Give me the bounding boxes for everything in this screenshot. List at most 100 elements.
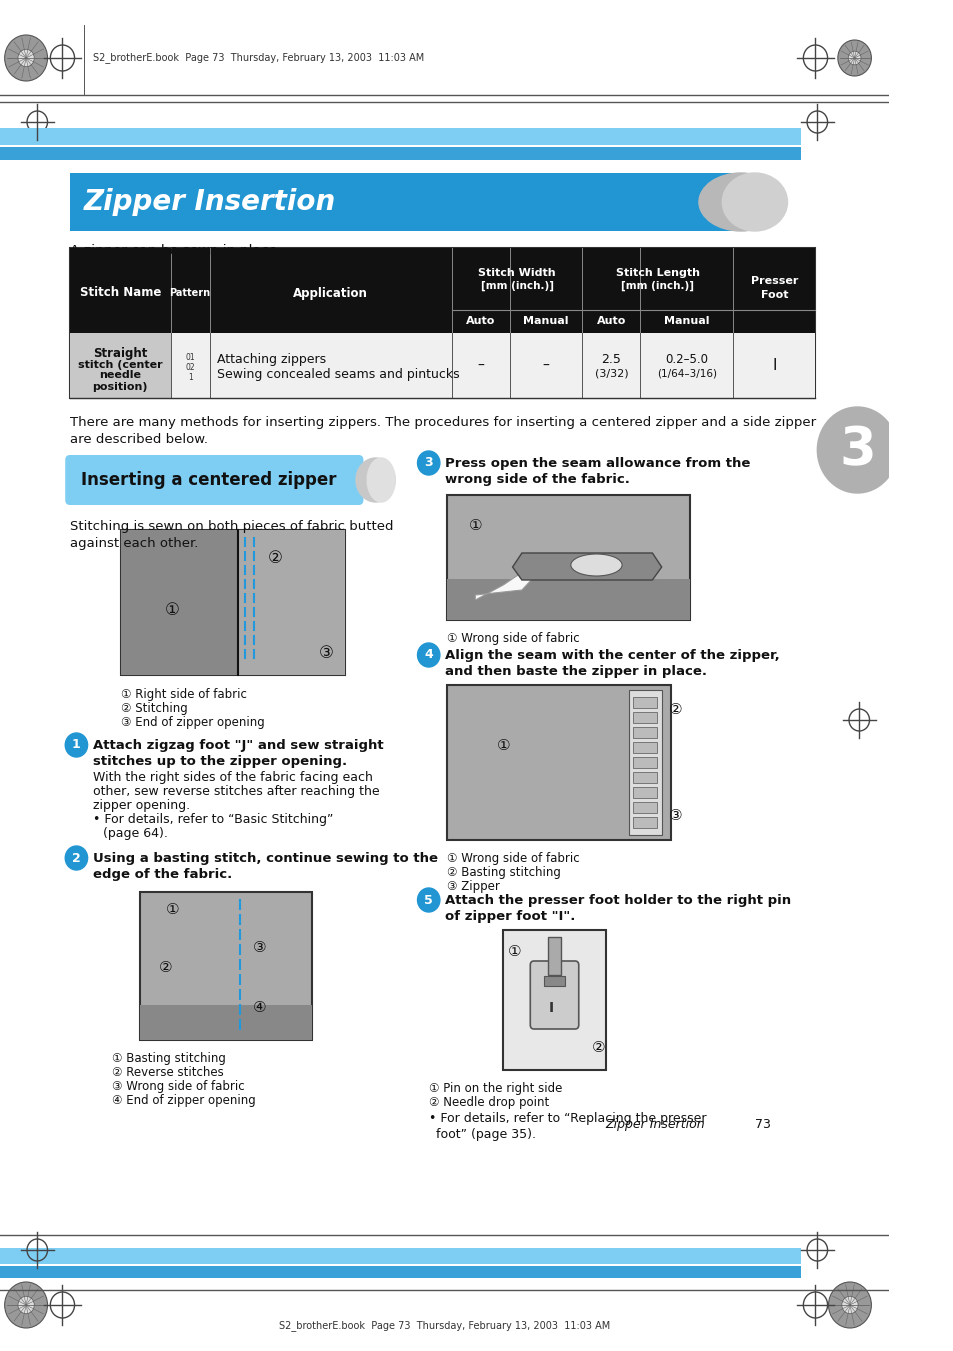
FancyBboxPatch shape bbox=[121, 530, 344, 676]
Text: stitches up to the zipper opening.: stitches up to the zipper opening. bbox=[93, 755, 347, 767]
FancyBboxPatch shape bbox=[70, 332, 815, 399]
Text: ①: ① bbox=[496, 738, 510, 753]
Text: ③ Zipper: ③ Zipper bbox=[447, 880, 499, 893]
Polygon shape bbox=[475, 563, 540, 600]
Text: ② Reverse stitches: ② Reverse stitches bbox=[112, 1066, 223, 1079]
Text: needle: needle bbox=[99, 370, 141, 381]
Text: ②: ② bbox=[591, 1040, 604, 1055]
Text: 1: 1 bbox=[72, 739, 81, 751]
FancyBboxPatch shape bbox=[140, 1005, 312, 1040]
Text: zipper opening.: zipper opening. bbox=[93, 798, 190, 812]
FancyBboxPatch shape bbox=[65, 455, 363, 505]
FancyBboxPatch shape bbox=[70, 332, 171, 399]
FancyBboxPatch shape bbox=[632, 771, 657, 784]
FancyBboxPatch shape bbox=[632, 727, 657, 738]
Text: 4: 4 bbox=[424, 648, 433, 662]
Text: and then baste the zipper in place.: and then baste the zipper in place. bbox=[445, 665, 707, 678]
Circle shape bbox=[65, 846, 88, 870]
Text: Attaching zippers: Attaching zippers bbox=[217, 353, 326, 366]
Ellipse shape bbox=[355, 458, 395, 503]
Circle shape bbox=[5, 35, 48, 81]
Text: ① Wrong side of fabric: ① Wrong side of fabric bbox=[447, 632, 579, 644]
Text: There are many methods for inserting zippers. The procedures for inserting a cen: There are many methods for inserting zip… bbox=[70, 416, 815, 430]
Text: A zipper can be sewn in place.: A zipper can be sewn in place. bbox=[70, 245, 281, 258]
Text: position): position) bbox=[92, 381, 148, 392]
FancyBboxPatch shape bbox=[447, 580, 689, 620]
Text: Manual: Manual bbox=[523, 316, 568, 326]
Text: Straight: Straight bbox=[93, 347, 148, 359]
Text: Pattern: Pattern bbox=[170, 288, 211, 299]
Text: I: I bbox=[549, 1001, 554, 1015]
Text: (3/32): (3/32) bbox=[594, 369, 627, 378]
Circle shape bbox=[417, 451, 439, 476]
Text: wrong side of the fabric.: wrong side of the fabric. bbox=[445, 473, 630, 486]
Circle shape bbox=[65, 734, 88, 757]
Text: ① Right side of fabric: ① Right side of fabric bbox=[121, 688, 247, 701]
Text: • For details, refer to “Replacing the presser: • For details, refer to “Replacing the p… bbox=[428, 1112, 705, 1125]
Text: Attach the presser foot holder to the right pin: Attach the presser foot holder to the ri… bbox=[445, 894, 791, 907]
Text: ④ End of zipper opening: ④ End of zipper opening bbox=[112, 1094, 255, 1106]
Ellipse shape bbox=[570, 554, 621, 576]
Text: ②: ② bbox=[668, 703, 681, 717]
Text: Inserting a centered zipper: Inserting a centered zipper bbox=[81, 471, 336, 489]
Text: Zipper Insertion: Zipper Insertion bbox=[84, 188, 335, 216]
Text: ①: ① bbox=[507, 944, 520, 959]
Text: ①: ① bbox=[166, 902, 179, 917]
FancyBboxPatch shape bbox=[237, 530, 344, 676]
FancyBboxPatch shape bbox=[447, 685, 670, 840]
Text: ① Wrong side of fabric: ① Wrong side of fabric bbox=[447, 852, 579, 865]
FancyBboxPatch shape bbox=[140, 892, 312, 1040]
Text: With the right sides of the fabric facing each: With the right sides of the fabric facin… bbox=[93, 771, 373, 784]
Text: Attach zigzag foot "J" and sew straight: Attach zigzag foot "J" and sew straight bbox=[93, 739, 383, 753]
Text: Stitching is sewn on both pieces of fabric butted: Stitching is sewn on both pieces of fabr… bbox=[70, 520, 393, 534]
FancyBboxPatch shape bbox=[632, 712, 657, 723]
Text: 73: 73 bbox=[754, 1119, 770, 1131]
FancyBboxPatch shape bbox=[632, 742, 657, 753]
Text: Foot: Foot bbox=[760, 290, 787, 300]
Text: 3: 3 bbox=[838, 424, 875, 476]
Text: • For details, refer to “Basic Stitching”: • For details, refer to “Basic Stitching… bbox=[93, 813, 334, 825]
Text: stitch (center: stitch (center bbox=[78, 359, 162, 370]
Text: ①: ① bbox=[468, 517, 481, 532]
Text: Stitch Width: Stitch Width bbox=[478, 267, 556, 278]
Text: 2.5: 2.5 bbox=[600, 353, 620, 366]
Text: 5: 5 bbox=[424, 893, 433, 907]
Text: Sewing concealed seams and pintucks: Sewing concealed seams and pintucks bbox=[217, 367, 459, 381]
Text: 02: 02 bbox=[185, 363, 194, 372]
Text: of zipper foot "I".: of zipper foot "I". bbox=[445, 911, 576, 923]
FancyBboxPatch shape bbox=[0, 128, 801, 145]
Text: ① Basting stitching: ① Basting stitching bbox=[112, 1052, 226, 1065]
Text: Application: Application bbox=[294, 286, 368, 300]
Text: Stitch Name: Stitch Name bbox=[79, 286, 161, 300]
Text: ③: ③ bbox=[318, 644, 334, 662]
Text: against each other.: against each other. bbox=[70, 536, 198, 550]
Text: 01: 01 bbox=[185, 353, 194, 362]
Text: Auto: Auto bbox=[596, 316, 625, 326]
FancyBboxPatch shape bbox=[547, 938, 560, 975]
Text: [mm (inch.)]: [mm (inch.)] bbox=[620, 281, 694, 290]
Circle shape bbox=[841, 1296, 857, 1313]
FancyBboxPatch shape bbox=[0, 147, 801, 159]
Text: ③: ③ bbox=[253, 939, 267, 955]
FancyBboxPatch shape bbox=[632, 817, 657, 828]
Text: ① Pin on the right side: ① Pin on the right side bbox=[428, 1082, 561, 1096]
Text: ④: ④ bbox=[253, 1000, 267, 1015]
Text: 2: 2 bbox=[72, 851, 81, 865]
FancyBboxPatch shape bbox=[70, 173, 731, 231]
Text: (page 64).: (page 64). bbox=[102, 827, 167, 840]
FancyBboxPatch shape bbox=[632, 757, 657, 767]
Text: 0.2–5.0: 0.2–5.0 bbox=[664, 353, 708, 366]
Text: –: – bbox=[476, 358, 484, 373]
Circle shape bbox=[847, 51, 861, 65]
Polygon shape bbox=[512, 553, 661, 580]
FancyBboxPatch shape bbox=[121, 530, 237, 676]
Circle shape bbox=[837, 41, 870, 76]
Text: ② Needle drop point: ② Needle drop point bbox=[428, 1096, 548, 1109]
Text: edge of the fabric.: edge of the fabric. bbox=[93, 867, 233, 881]
Text: ③: ③ bbox=[668, 808, 681, 823]
FancyBboxPatch shape bbox=[632, 802, 657, 813]
Text: Press open the seam allowance from the: Press open the seam allowance from the bbox=[445, 457, 750, 470]
Ellipse shape bbox=[721, 173, 786, 231]
Text: –: – bbox=[542, 358, 549, 373]
Text: 3: 3 bbox=[424, 457, 433, 470]
